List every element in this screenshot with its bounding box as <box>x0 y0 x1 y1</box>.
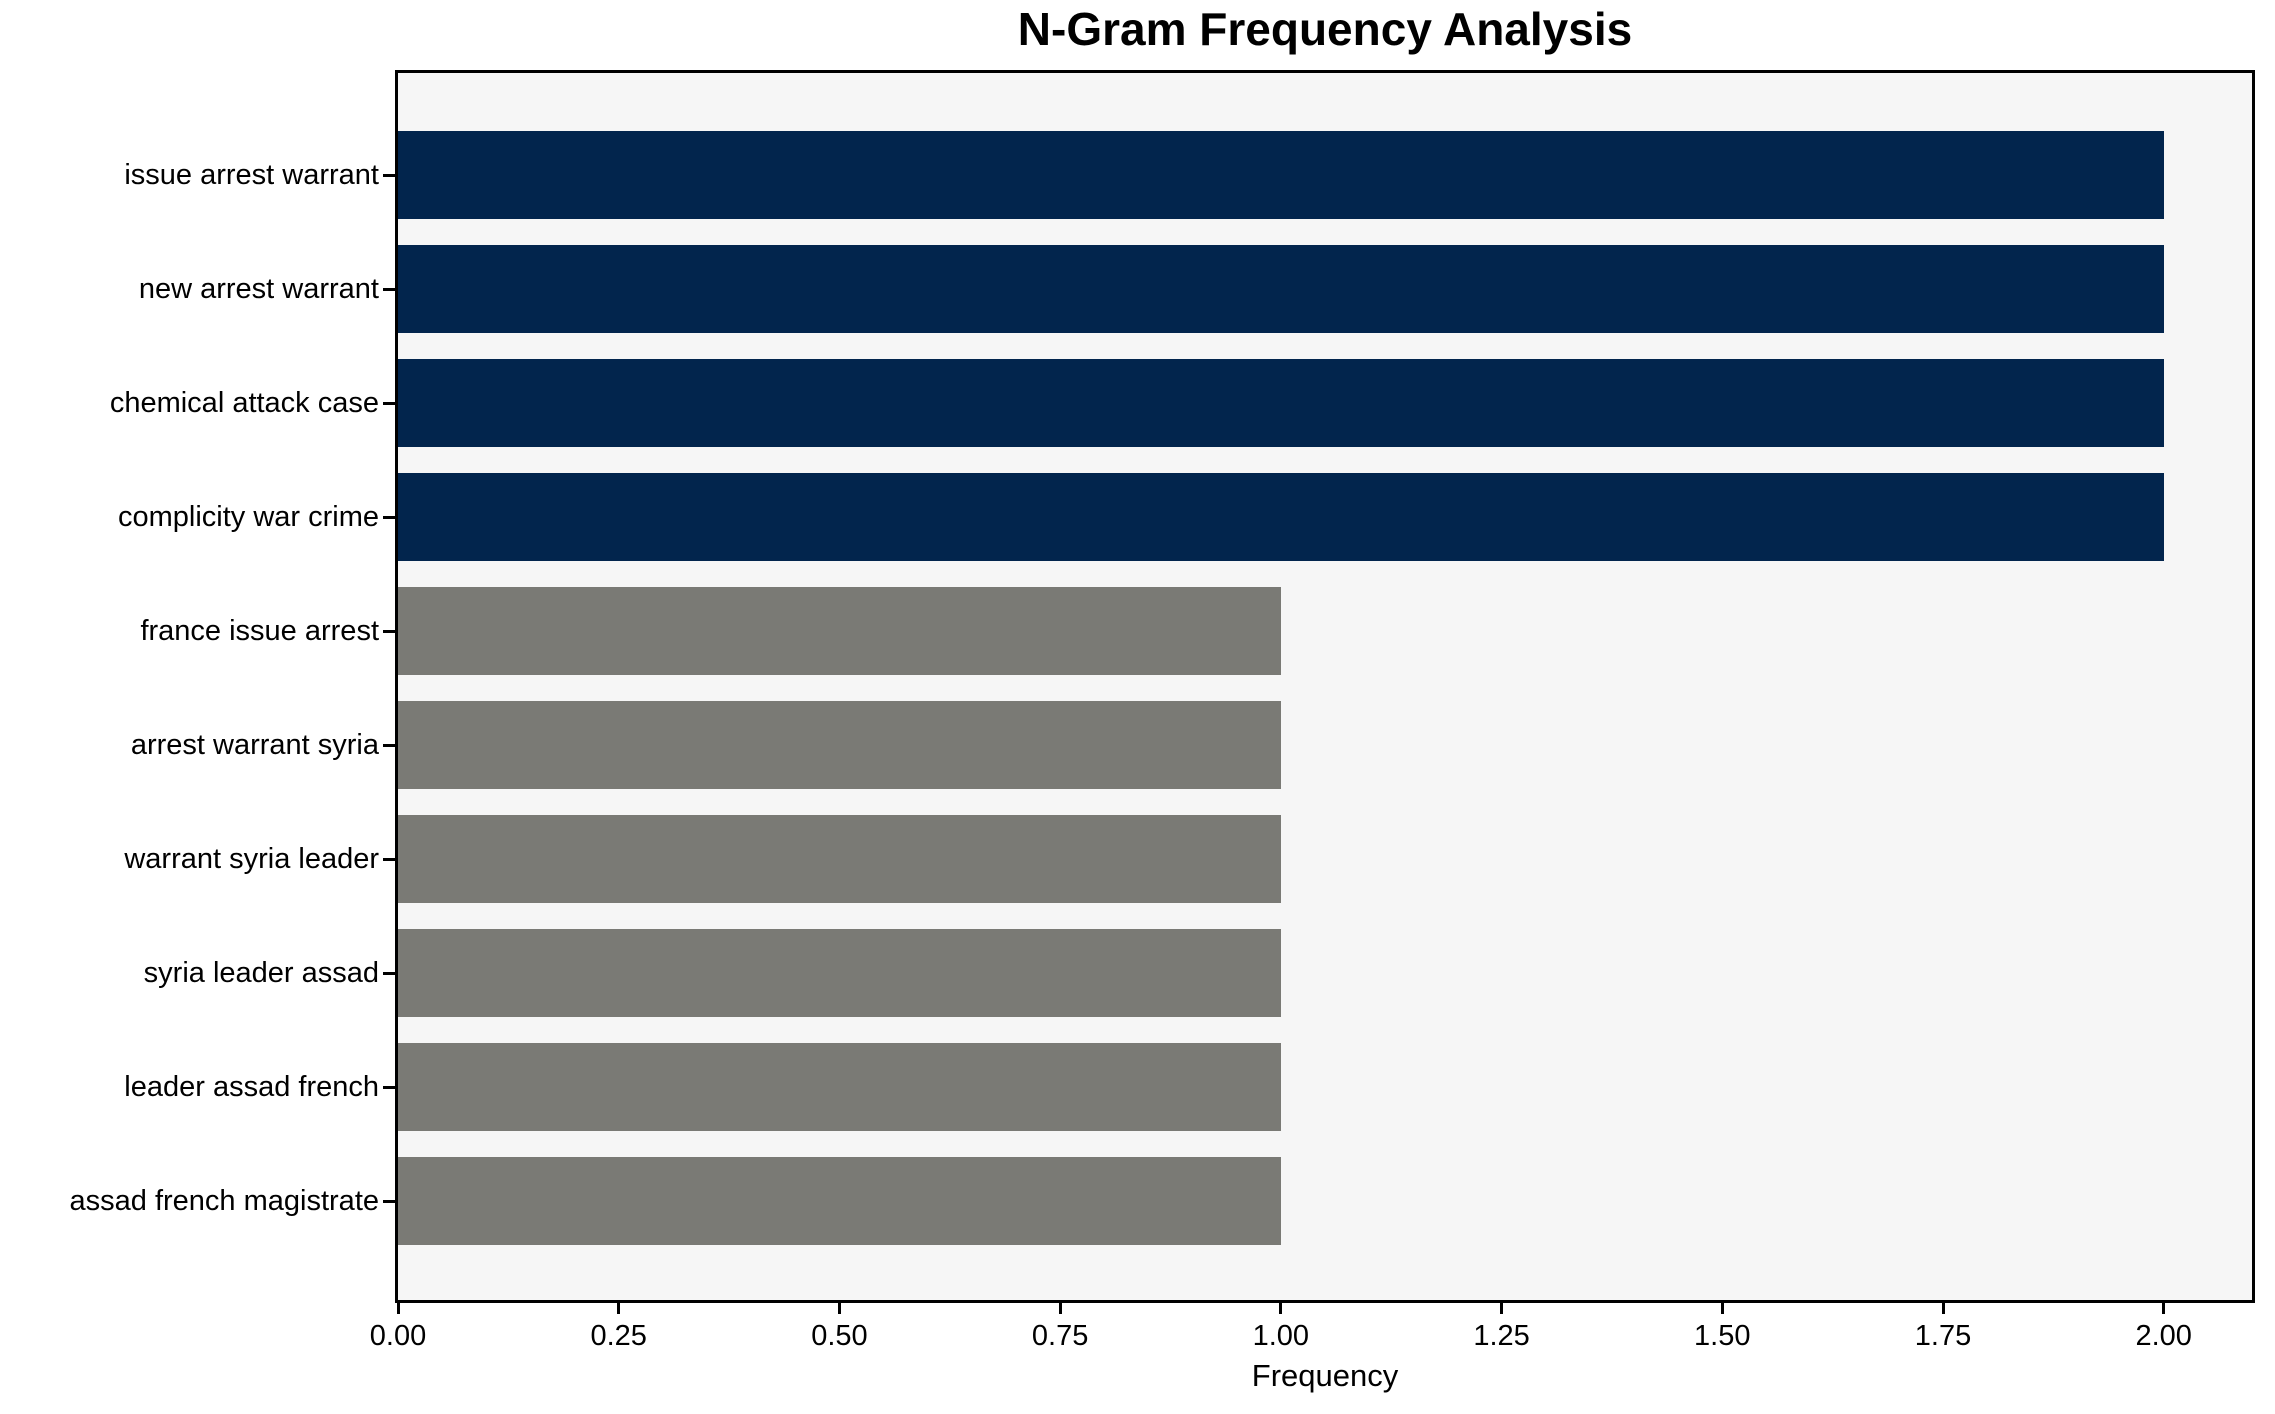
y-tick <box>383 1085 395 1089</box>
y-category-label: assad french magistrate <box>69 1185 379 1217</box>
bar <box>398 131 2164 219</box>
x-tick <box>2162 1303 2166 1314</box>
x-tick <box>1941 1303 1945 1314</box>
x-tick <box>396 1303 400 1314</box>
y-category-label: leader assad french <box>124 1071 379 1103</box>
y-category-label: new arrest warrant <box>138 273 379 305</box>
x-tick-label: 2.00 <box>2135 1320 2192 1352</box>
x-tick-label: 0.00 <box>369 1320 427 1352</box>
x-tick <box>837 1303 841 1314</box>
x-tick-label: 1.50 <box>1694 1320 1751 1352</box>
bar <box>398 359 2164 447</box>
y-tick <box>383 287 395 291</box>
x-tick-label: 0.75 <box>1031 1320 1089 1352</box>
y-tick <box>383 401 395 405</box>
y-category-label: complicity war crime <box>117 501 379 533</box>
x-axis-label: Frequency <box>1251 1358 1399 1393</box>
bar <box>398 1043 1281 1131</box>
x-tick-label: 1.00 <box>1252 1320 1310 1352</box>
x-tick <box>1058 1303 1062 1314</box>
y-tick <box>383 743 395 747</box>
x-tick <box>1720 1303 1724 1314</box>
y-tick <box>383 173 395 177</box>
bar <box>398 929 1281 1017</box>
x-tick-label: 0.25 <box>590 1320 647 1352</box>
x-tick <box>1279 1303 1283 1314</box>
y-tick <box>383 515 395 519</box>
chart-title: N-Gram Frequency Analysis <box>1017 3 1633 55</box>
y-tick <box>383 1199 395 1203</box>
y-category-label: chemical attack case <box>109 387 379 419</box>
x-tick-label: 1.75 <box>1914 1320 1972 1352</box>
plot-area <box>395 70 2255 1303</box>
bar <box>398 701 1281 789</box>
y-tick <box>383 857 395 861</box>
y-category-label: arrest warrant syria <box>130 729 379 761</box>
bar <box>398 473 2164 561</box>
y-category-label: warrant syria leader <box>124 843 379 875</box>
y-tick <box>383 629 395 633</box>
y-category-label: syria leader assad <box>143 957 379 989</box>
y-category-label: france issue arrest <box>140 615 379 647</box>
y-tick <box>383 971 395 975</box>
x-tick <box>617 1303 621 1314</box>
bar <box>398 1157 1281 1245</box>
bar <box>398 587 1281 675</box>
x-tick-label: 1.25 <box>1473 1320 1530 1352</box>
bar <box>398 245 2164 333</box>
bar <box>398 815 1281 903</box>
x-tick <box>1500 1303 1504 1314</box>
y-category-label: issue arrest warrant <box>124 159 379 191</box>
x-tick-label: 0.50 <box>811 1320 868 1352</box>
